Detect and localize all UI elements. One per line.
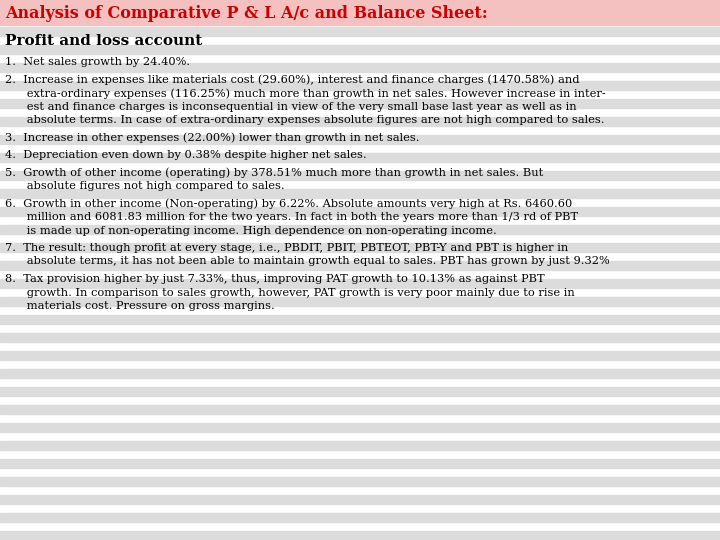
Text: 6.  Growth in other income (Non-operating) by 6.22%. Absolute amounts very high : 6. Growth in other income (Non-operating…: [5, 199, 572, 209]
Bar: [0, 477, 720, 486]
Bar: [0, 333, 720, 342]
Text: Profit and loss account: Profit and loss account: [5, 34, 202, 48]
Text: Analysis of Comparative P & L A/c and Balance Sheet:: Analysis of Comparative P & L A/c and Ba…: [5, 4, 487, 22]
Bar: [0, 315, 720, 324]
Text: est and finance charges is inconsequential in view of the very small base last y: est and finance charges is inconsequenti…: [5, 102, 577, 111]
Bar: [0, 27, 720, 36]
Bar: [0, 171, 720, 180]
Bar: [0, 99, 720, 108]
Bar: [0, 495, 720, 504]
Bar: [0, 243, 720, 252]
Bar: [0, 135, 720, 144]
Bar: [0, 351, 720, 360]
Bar: [0, 0, 720, 25]
Text: materials cost. Pressure on gross margins.: materials cost. Pressure on gross margin…: [5, 301, 275, 311]
Text: absolute terms. In case of extra-ordinary expenses absolute figures are not high: absolute terms. In case of extra-ordinar…: [5, 115, 605, 125]
Bar: [0, 81, 720, 90]
Bar: [0, 297, 720, 306]
Bar: [0, 441, 720, 450]
Text: 7.  The result: though profit at every stage, i.e., PBDIT, PBIT, PBTEOT, PBT-Y a: 7. The result: though profit at every st…: [5, 243, 568, 253]
Bar: [0, 459, 720, 468]
Text: growth. In comparison to sales growth, however, PAT growth is very poor mainly d: growth. In comparison to sales growth, h…: [5, 287, 575, 298]
Bar: [0, 531, 720, 540]
Bar: [0, 63, 720, 72]
Bar: [0, 189, 720, 198]
Text: 4.  Depreciation even down by 0.38% despite higher net sales.: 4. Depreciation even down by 0.38% despi…: [5, 150, 366, 160]
Text: 5.  Growth of other income (operating) by 378.51% much more than growth in net s: 5. Growth of other income (operating) by…: [5, 167, 544, 178]
Bar: [0, 279, 720, 288]
Text: absolute figures not high compared to sales.: absolute figures not high compared to sa…: [5, 181, 284, 191]
Bar: [0, 513, 720, 522]
Bar: [0, 9, 720, 18]
Text: is made up of non-operating income. High dependence on non-operating income.: is made up of non-operating income. High…: [5, 226, 497, 235]
Text: 2.  Increase in expenses like materials cost (29.60%), interest and finance char: 2. Increase in expenses like materials c…: [5, 75, 580, 85]
Bar: [0, 369, 720, 378]
Bar: [0, 423, 720, 432]
Bar: [0, 387, 720, 396]
Bar: [0, 153, 720, 162]
Text: 3.  Increase in other expenses (22.00%) lower than growth in net sales.: 3. Increase in other expenses (22.00%) l…: [5, 132, 420, 143]
Bar: [0, 207, 720, 216]
Bar: [0, 405, 720, 414]
Bar: [0, 225, 720, 234]
Bar: [0, 45, 720, 54]
Text: absolute terms, it has not been able to maintain growth equal to sales. PBT has : absolute terms, it has not been able to …: [5, 256, 610, 267]
Text: 1.  Net sales growth by 24.40%.: 1. Net sales growth by 24.40%.: [5, 57, 190, 67]
Bar: [0, 261, 720, 270]
Text: million and 6081.83 million for the two years. In fact in both the years more th: million and 6081.83 million for the two …: [5, 212, 578, 222]
Bar: [0, 117, 720, 126]
Text: extra-ordinary expenses (116.25%) much more than growth in net sales. However in: extra-ordinary expenses (116.25%) much m…: [5, 88, 606, 99]
Text: 8.  Tax provision higher by just 7.33%, thus, improving PAT growth to 10.13% as : 8. Tax provision higher by just 7.33%, t…: [5, 274, 544, 284]
